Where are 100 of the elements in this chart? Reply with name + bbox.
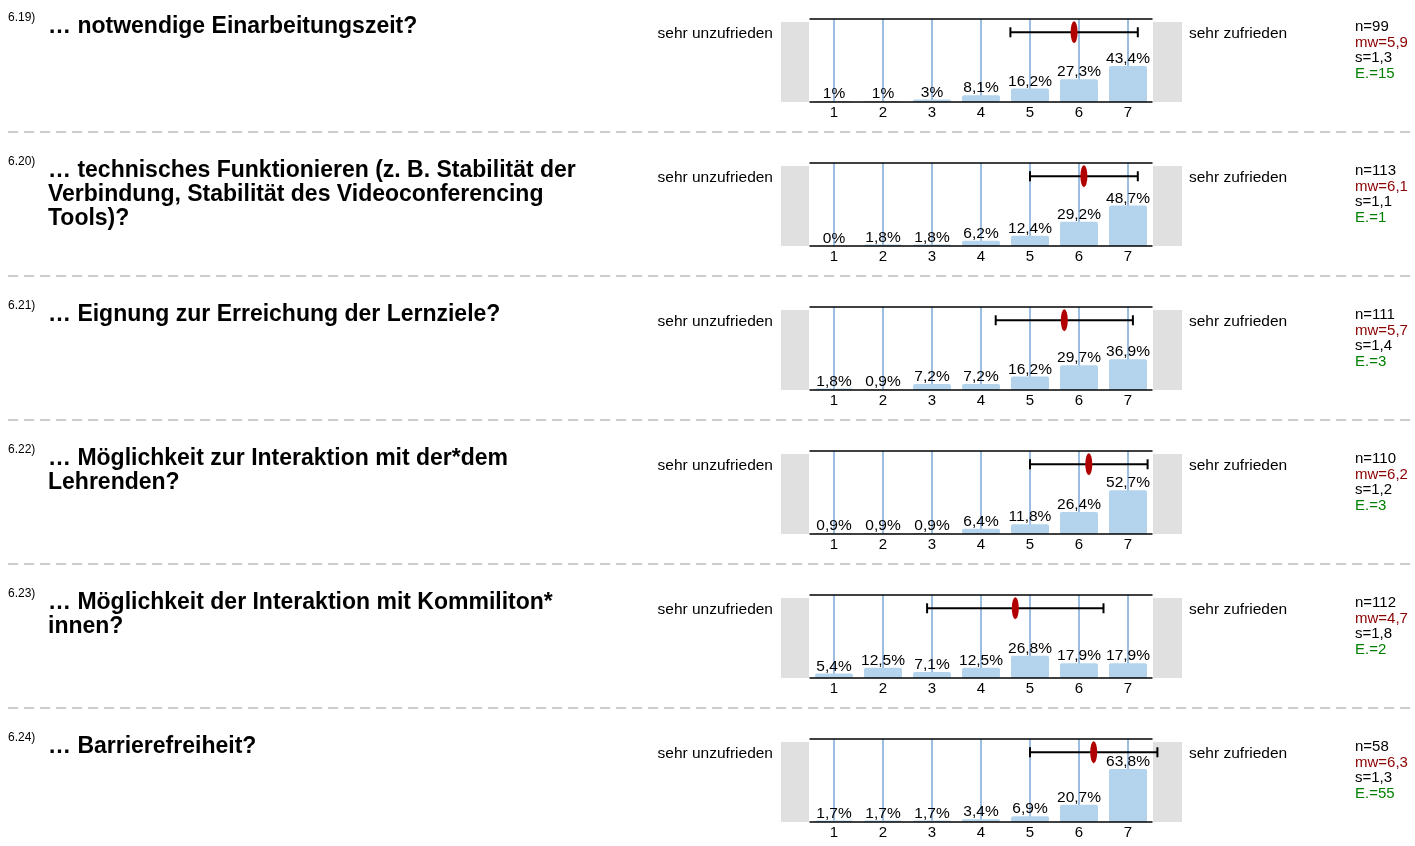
- data-label: 0%: [822, 229, 846, 246]
- x-tick-label: 1: [829, 103, 839, 120]
- data-label: 63,8%: [1106, 752, 1151, 770]
- data-label: 6,2%: [963, 223, 999, 241]
- x-tick-label: 4: [976, 391, 986, 408]
- x-tick-label: 6: [1074, 391, 1084, 408]
- x-tick-label: 5: [1025, 103, 1035, 120]
- data-label: 16,2%: [1008, 359, 1053, 377]
- text: n=111: [1355, 305, 1395, 322]
- x-tick-label: 3: [927, 679, 937, 696]
- data-label: 1%: [822, 84, 846, 102]
- text: mw=6,1: [1355, 176, 1408, 194]
- text: s=1,3: [1355, 48, 1393, 65]
- x-tick-label: 7: [1123, 535, 1133, 552]
- text: n=58: [1355, 737, 1389, 754]
- text: E.=15: [1355, 63, 1395, 81]
- text: … Barrierefreiheit?: [48, 732, 257, 758]
- text: E.=55: [1355, 783, 1395, 801]
- data-label: 8,1%: [963, 78, 999, 96]
- text: sehr unzufrieden: [657, 168, 773, 185]
- x-tick-label: 7: [1123, 103, 1133, 120]
- x-tick-label: 6: [1074, 247, 1084, 264]
- data-label: 1%: [871, 84, 895, 102]
- text: E.=3: [1355, 495, 1387, 513]
- data-label: 52,7%: [1106, 473, 1151, 491]
- x-tick-label: 2: [878, 247, 888, 264]
- data-label: 7,2%: [963, 367, 999, 385]
- x-tick-label: 3: [927, 247, 937, 264]
- text: sehr unzufrieden: [657, 312, 773, 329]
- data-label: 1,8%: [914, 227, 950, 245]
- x-tick-label: 1: [829, 679, 839, 696]
- x-tick-label: 7: [1123, 391, 1133, 408]
- text: sehr zufrieden: [1189, 312, 1288, 329]
- text: … technisches Funktionieren (z. B. Stabilität der Verbindung, Stabilität des Videoconferencing Tools)?: [48, 156, 576, 230]
- data-label: 12,4%: [1008, 218, 1053, 236]
- x-tick-label: 5: [1025, 391, 1035, 408]
- x-tick-label: 1: [829, 535, 839, 552]
- text: mw=6,3: [1355, 752, 1408, 770]
- data-label: 29,2%: [1057, 204, 1102, 222]
- text: n=110: [1355, 449, 1397, 466]
- text: s=1,8: [1355, 624, 1393, 641]
- text: … Möglichkeit zur Interaktion mit der*dem Lehrenden?: [48, 444, 509, 494]
- text: 6.24): [8, 730, 36, 744]
- x-tick-label: 2: [878, 679, 888, 696]
- data-label: 48,7%: [1106, 188, 1151, 206]
- text: 6.19): [8, 10, 36, 24]
- data-label: 26,8%: [1008, 638, 1053, 656]
- text: … Eignung zur Erreichung der Lernziele?: [48, 300, 501, 326]
- data-label: 12,5%: [959, 650, 1004, 668]
- data-label: 43,4%: [1106, 48, 1151, 66]
- text: 6.21): [8, 298, 36, 312]
- text: n=99: [1355, 17, 1389, 34]
- x-tick-label: 5: [1025, 247, 1035, 264]
- x-tick-label: 7: [1123, 247, 1133, 264]
- x-tick-label: 4: [976, 823, 986, 840]
- data-label: 0,9%: [865, 372, 901, 390]
- data-label: 1,8%: [816, 371, 852, 389]
- x-tick-label: 6: [1074, 679, 1084, 696]
- data-label: 17,9%: [1057, 646, 1102, 664]
- text: 6.23): [8, 586, 36, 600]
- x-tick-label: 2: [878, 103, 888, 120]
- text: 6.22): [8, 442, 36, 456]
- data-label: 1,8%: [865, 227, 901, 245]
- data-label: 7,2%: [914, 367, 950, 385]
- x-tick-label: 3: [927, 103, 937, 120]
- x-tick-label: 1: [829, 247, 839, 264]
- text: mw=6,2: [1355, 464, 1408, 482]
- data-label: 1,7%: [816, 803, 852, 821]
- x-tick-label: 1: [829, 823, 839, 840]
- text: sehr zufrieden: [1189, 168, 1288, 185]
- data-label: 3%: [920, 82, 944, 100]
- data-label: 17,9%: [1106, 646, 1151, 664]
- text: sehr unzufrieden: [657, 24, 773, 41]
- text: n=113: [1355, 161, 1397, 178]
- data-label: 27,3%: [1057, 62, 1102, 80]
- text: E.=2: [1355, 639, 1387, 657]
- text: sehr zufrieden: [1189, 24, 1288, 41]
- x-tick-label: 4: [976, 103, 986, 120]
- text: 6.20): [8, 154, 36, 168]
- x-tick-label: 6: [1074, 535, 1084, 552]
- data-label: 11,8%: [1008, 507, 1052, 525]
- data-label: 12,5%: [861, 650, 906, 668]
- text: sehr unzufrieden: [657, 456, 773, 473]
- data-label: 36,9%: [1106, 342, 1151, 360]
- text: n=112: [1355, 593, 1397, 610]
- text: sehr zufrieden: [1189, 600, 1288, 617]
- x-tick-label: 5: [1025, 679, 1035, 696]
- x-tick-label: 7: [1123, 823, 1133, 840]
- x-tick-label: 6: [1074, 103, 1084, 120]
- data-label: 1,7%: [914, 803, 950, 821]
- x-tick-label: 2: [878, 391, 888, 408]
- text: mw=5,7: [1355, 320, 1408, 338]
- x-tick-label: 2: [878, 823, 888, 840]
- text: s=1,2: [1355, 480, 1393, 497]
- x-tick-label: 2: [878, 535, 888, 552]
- data-label: 5,4%: [816, 656, 852, 674]
- data-label: 0,9%: [865, 516, 901, 534]
- data-label: 20,7%: [1057, 787, 1102, 805]
- data-label: 1,7%: [865, 803, 901, 821]
- x-tick-label: 3: [927, 535, 937, 552]
